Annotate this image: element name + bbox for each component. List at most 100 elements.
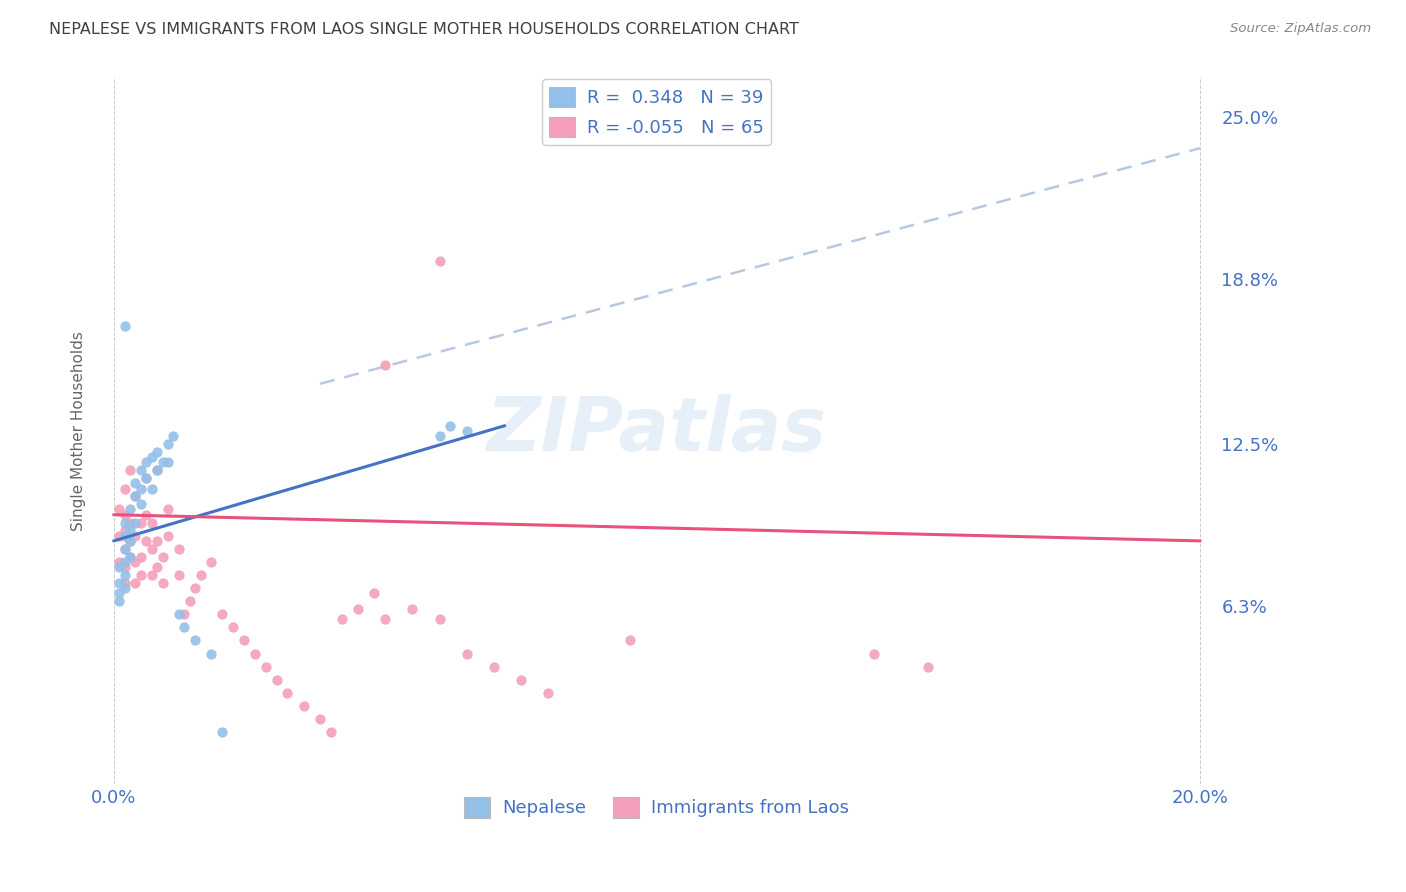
Point [429, 429, 451, 443]
Point [118, 524, 141, 538]
Point [141, 450, 163, 464]
Point [917, 659, 939, 673]
Point [363, 586, 385, 600]
Point [108, 575, 131, 590]
Point [156, 437, 179, 451]
Point [167, 607, 190, 622]
Point [200, 647, 222, 661]
Point [135, 455, 157, 469]
Point [319, 725, 342, 739]
Point [114, 555, 136, 569]
Point [152, 575, 174, 590]
Point [510, 673, 533, 687]
Point [114, 508, 136, 522]
Point [200, 555, 222, 569]
Point [401, 602, 423, 616]
Y-axis label: Single Mother Households: Single Mother Households [72, 331, 86, 531]
Point [108, 529, 131, 543]
Point [129, 463, 152, 477]
Point [156, 502, 179, 516]
Point [156, 455, 179, 469]
Point [135, 508, 157, 522]
Point [152, 455, 174, 469]
Point [276, 686, 298, 700]
Point [141, 568, 163, 582]
Point [222, 620, 245, 634]
Point [118, 516, 141, 530]
Point [114, 516, 136, 530]
Point [124, 489, 146, 503]
Point [167, 541, 190, 556]
Point [374, 612, 396, 626]
Point [482, 659, 505, 673]
Point [156, 529, 179, 543]
Point [108, 502, 131, 516]
Point [162, 429, 184, 443]
Point [141, 516, 163, 530]
Point [118, 549, 141, 564]
Point [863, 647, 886, 661]
Point [114, 560, 136, 574]
Point [114, 581, 136, 595]
Point [118, 502, 141, 516]
Point [190, 568, 212, 582]
Point [124, 476, 146, 491]
Point [141, 482, 163, 496]
Point [114, 568, 136, 582]
Point [456, 424, 478, 438]
Point [108, 555, 131, 569]
Point [211, 607, 233, 622]
Point [114, 541, 136, 556]
Point [179, 594, 201, 608]
Point [108, 594, 131, 608]
Point [429, 253, 451, 268]
Point [146, 463, 169, 477]
Point [266, 673, 288, 687]
Text: Source: ZipAtlas.com: Source: ZipAtlas.com [1230, 22, 1371, 36]
Point [124, 529, 146, 543]
Point [118, 463, 141, 477]
Point [124, 516, 146, 530]
Point [429, 612, 451, 626]
Point [146, 463, 169, 477]
Point [537, 686, 560, 700]
Legend: Nepalese, Immigrants from Laos: Nepalese, Immigrants from Laos [457, 789, 856, 825]
Point [619, 633, 641, 648]
Point [118, 533, 141, 548]
Point [129, 497, 152, 511]
Point [243, 647, 266, 661]
Point [374, 359, 396, 373]
Point [167, 568, 190, 582]
Point [129, 549, 152, 564]
Point [254, 659, 277, 673]
Point [135, 471, 157, 485]
Point [108, 560, 131, 574]
Point [124, 555, 146, 569]
Point [124, 575, 146, 590]
Point [347, 602, 370, 616]
Point [146, 560, 169, 574]
Point [152, 549, 174, 564]
Point [114, 524, 136, 538]
Point [114, 541, 136, 556]
Point [124, 489, 146, 503]
Point [330, 612, 353, 626]
Point [184, 581, 207, 595]
Point [114, 575, 136, 590]
Point [108, 586, 131, 600]
Point [146, 533, 169, 548]
Point [184, 633, 207, 648]
Point [146, 445, 169, 459]
Point [114, 529, 136, 543]
Point [292, 698, 315, 713]
Point [118, 533, 141, 548]
Text: ZIPatlas: ZIPatlas [486, 394, 827, 467]
Point [129, 482, 152, 496]
Text: NEPALESE VS IMMIGRANTS FROM LAOS SINGLE MOTHER HOUSEHOLDS CORRELATION CHART: NEPALESE VS IMMIGRANTS FROM LAOS SINGLE … [49, 22, 799, 37]
Point [439, 418, 461, 433]
Point [135, 533, 157, 548]
Point [309, 712, 332, 726]
Point [118, 549, 141, 564]
Point [173, 620, 195, 634]
Point [141, 541, 163, 556]
